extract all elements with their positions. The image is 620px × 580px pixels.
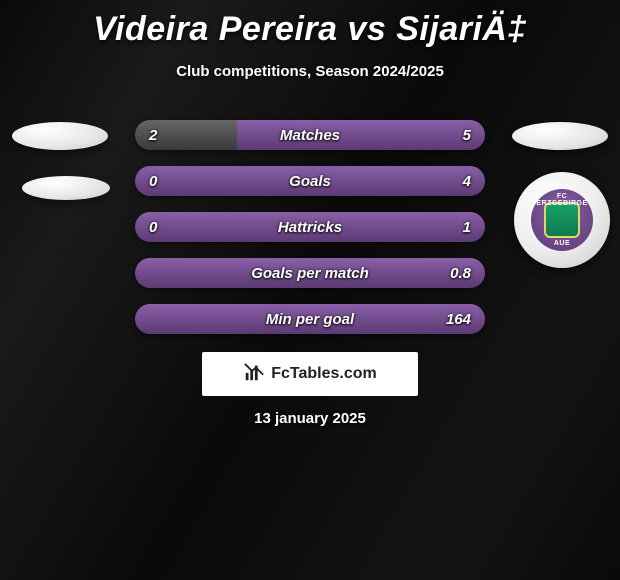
stat-row: 04Goals xyxy=(135,166,485,196)
attribution-badge: FcTables.com xyxy=(202,352,418,396)
stat-label: Goals xyxy=(135,166,485,196)
stat-row: 164Min per goal xyxy=(135,304,485,334)
subtitle: Club competitions, Season 2024/2025 xyxy=(0,63,620,80)
chart-icon xyxy=(243,361,265,388)
stats-container: 25Matches 04Goals 01Hattricks 0.8Goals per … xyxy=(0,120,620,350)
stat-row: 0.8Goals per match xyxy=(135,258,485,288)
attribution-text: FcTables.com xyxy=(271,365,377,383)
stat-label: Goals per match xyxy=(135,258,485,288)
stat-label: Min per goal xyxy=(135,304,485,334)
page-title: Videira Pereira vs SijariÄ‡ xyxy=(0,0,620,49)
stat-label: Matches xyxy=(135,120,485,150)
date-text: 13 january 2025 xyxy=(0,410,620,427)
stat-row: 25Matches xyxy=(135,120,485,150)
stat-row: 01Hattricks xyxy=(135,212,485,242)
infographic-canvas: Videira Pereira vs SijariÄ‡ Club competi… xyxy=(0,0,620,580)
stat-label: Hattricks xyxy=(135,212,485,242)
